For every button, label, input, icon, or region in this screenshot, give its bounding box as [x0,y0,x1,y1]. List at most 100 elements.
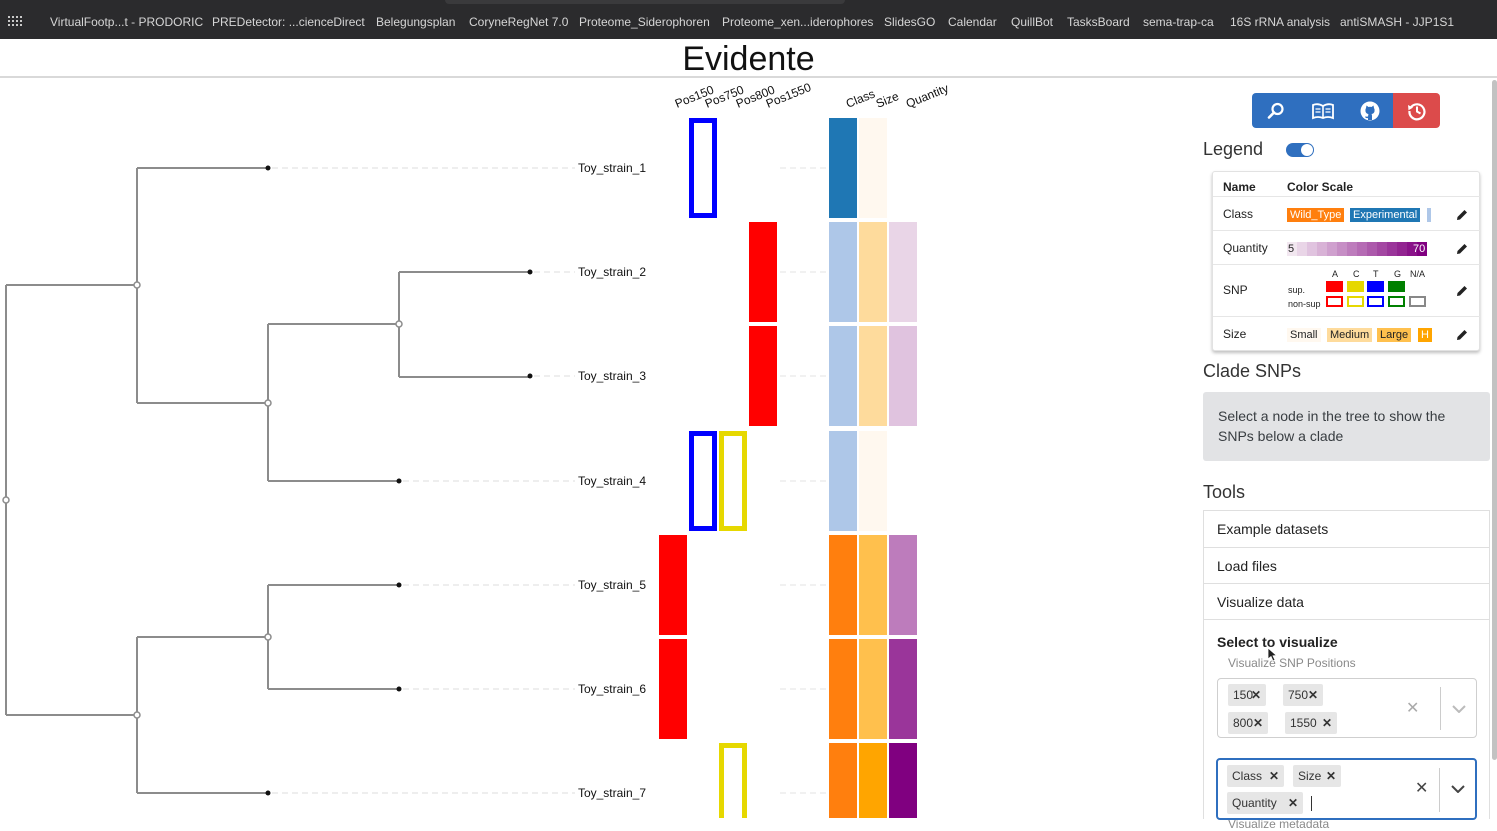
legend-row-quantity: Quantity 5 70 [1213,230,1481,264]
remove-tag-icon[interactable]: ✕ [1325,769,1336,783]
legend-snp-sup-label: sup. [1288,285,1306,295]
bookmark-proteome-xen[interactable]: Proteome_xen...iderophores [722,15,874,29]
legend-quantity-min: 5 [1288,243,1295,255]
legend-snp-c: C [1353,269,1360,279]
edit-class-icon[interactable] [1456,209,1468,221]
size-cell [859,118,887,218]
leaf-node [527,269,533,275]
scrollbar[interactable] [1492,80,1497,760]
legend-quantity-scale [1287,242,1429,256]
bookmark-predetector[interactable]: PREDetector: ...cienceDirect [212,15,365,29]
edit-quantity-icon[interactable] [1456,243,1468,255]
class-cell [829,639,857,739]
legend-table: Name Color Scale Class Wild_Type Experim… [1212,171,1481,352]
apps-grid-icon[interactable] [8,16,22,26]
chevron-down-icon[interactable] [1451,785,1465,793]
chevron-down-icon[interactable] [1452,705,1466,713]
legend-snp-a-sup [1326,281,1343,292]
quantity-scale-step [1327,242,1337,256]
snp-positions-select[interactable]: 150 ✕ 750 ✕ 800 ✕ 1550 ✕ ✕ [1217,678,1477,738]
metadata-select[interactable]: Class ✕ Size ✕ Quantity ✕ ✕ [1216,758,1477,820]
quantity-scale-step [1417,242,1427,256]
remove-tag-icon[interactable]: ✕ [1250,688,1261,702]
bookmark-antismash[interactable]: antiSMASH - JJP1S1 [1340,15,1455,29]
remove-tag-icon[interactable]: ✕ [1287,796,1298,810]
legend-snp-c-sup [1347,281,1364,292]
bookmark-tasksboard[interactable]: TasksBoard [1067,15,1130,29]
bookmark-16s-rrna[interactable]: 16S rRNA analysis [1230,15,1331,29]
edit-snp-icon[interactable] [1456,285,1468,297]
meta-tag-class: Class ✕ [1227,765,1284,787]
legend-snp-c-nonsup [1347,296,1364,307]
size-cell [859,222,887,322]
internal-node [395,320,403,328]
right-panel: Legend Name Color Scale Class Wild_Type … [1200,80,1497,831]
strain-label: Toy_strain_5 [578,578,646,592]
clade-snps-heading: Clade SNPs [1203,361,1302,381]
history-icon [1407,102,1426,120]
clade-snps-info: Select a node in the tree to show the SN… [1203,392,1490,461]
snp-tag-750: 750 ✕ [1283,684,1323,706]
tool-load-files[interactable]: Load files [1203,547,1490,584]
remove-tag-icon[interactable]: ✕ [1307,688,1318,702]
snp-cell [719,743,747,818]
bookmark-prodoric[interactable]: VirtualFootp...t - PRODORIC [50,15,204,29]
size-cell [859,639,887,739]
legend-toggle[interactable] [1286,143,1314,157]
quantity-cell [889,326,917,426]
legend-class-wild-type: Wild_Type [1287,208,1345,222]
snp-cell [659,535,687,635]
snp-tag-800: 800 ✕ [1228,712,1268,734]
bookmark-sema-trap[interactable]: sema-trap-ca [1143,15,1214,29]
bookmarks-bar: VirtualFootp...t - PRODORIC PREDetector:… [0,0,1497,39]
bookmark-coryneregnet[interactable]: CoryneRegNet 7.0 [469,15,569,29]
github-button[interactable] [1346,93,1393,128]
clear-metadata-icon[interactable]: ✕ [1415,780,1429,797]
remove-tag-icon[interactable]: ✕ [1252,716,1263,730]
legend-size-small: Small [1287,328,1321,342]
bookmark-belegungsplan[interactable]: Belegungsplan [376,15,456,29]
legend-snp-t-sup [1367,281,1384,292]
legend-snp-t-nonsup [1367,296,1384,307]
quantity-scale-step [1367,242,1377,256]
legend-snp-a-nonsup [1326,296,1343,307]
class-cell [829,743,857,818]
history-button[interactable] [1393,93,1440,128]
bookmark-slidesgo[interactable]: SlidesGO [884,15,936,29]
remove-tag-icon[interactable]: ✕ [1268,769,1279,783]
bookmark-proteome-siderophoren[interactable]: Proteome_Siderophoren [579,15,710,29]
legend-snp-a: A [1332,269,1339,279]
tool-visualize-data[interactable]: Visualize data [1203,583,1490,620]
search-button[interactable] [1252,93,1299,128]
book-icon [1311,102,1334,119]
clear-snp-icon[interactable]: ✕ [1406,700,1420,717]
edit-size-icon[interactable] [1456,329,1468,341]
leaf-node [396,686,402,692]
phylogenetic-tree[interactable] [2,165,826,796]
tools-heading: Tools [1203,482,1246,502]
quantity-scale-step [1347,242,1357,256]
bookmark-calendar[interactable]: Calendar [948,15,997,29]
quantity-cell [889,222,917,322]
legend-snp-na-nonsup [1409,296,1426,307]
bookmark-quillbot[interactable]: QuillBot [1011,15,1054,29]
tree-heatmap-view: Toy_strain_1 Toy_strain_2 Toy_strain_3 Toy_… [2,80,951,818]
legend-header-name: Name [1223,180,1256,194]
mouse-cursor-icon [1267,647,1277,662]
metadata-matrix [829,118,917,818]
strain-labels: Toy_strain_1 Toy_strain_2 Toy_strain_3 Toy_… [578,161,646,800]
quantity-scale-step [1407,242,1417,256]
snp-cell [689,431,717,531]
internal-node [133,281,141,289]
leaf-node [396,582,402,588]
quantity-scale-step [1397,242,1407,256]
class-cell [829,222,857,322]
legend-row-size: Size Small Medium Large H [1213,316,1481,352]
snp-tag-1550: 1550 ✕ [1285,712,1337,734]
documentation-button[interactable] [1299,93,1346,128]
leaf-node [265,165,271,171]
tool-example-datasets[interactable]: Example datasets [1203,510,1490,547]
toolbar-button-group [1252,93,1440,128]
remove-tag-icon[interactable]: ✕ [1321,716,1332,730]
